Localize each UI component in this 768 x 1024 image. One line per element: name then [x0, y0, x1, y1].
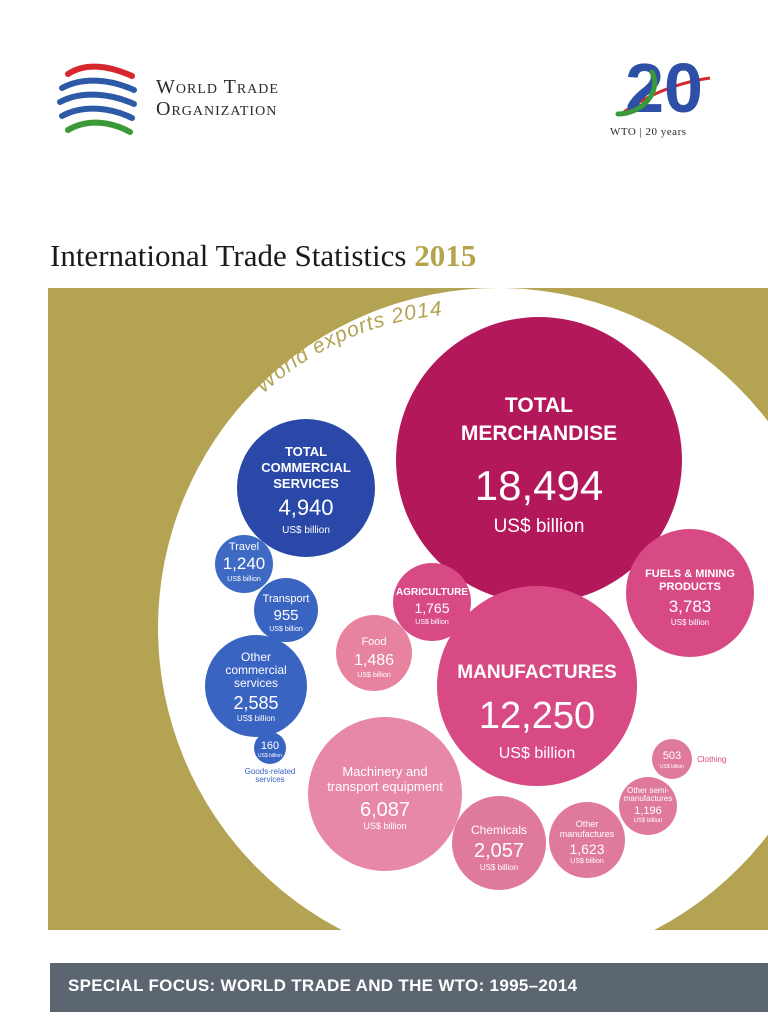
- special-focus-banner: SPECIAL FOCUS: WORLD TRADE AND THE WTO: …: [50, 963, 768, 1012]
- bubble-value: 3,783: [669, 597, 712, 616]
- title-year: 2015: [414, 238, 477, 273]
- bubble-value: 503: [663, 750, 681, 762]
- bubble-value: 12,250: [479, 695, 595, 737]
- bubble-unit: US$ billion: [634, 818, 663, 824]
- bubble-unit: US$ billion: [660, 764, 684, 770]
- bubble-title: Food: [361, 636, 386, 648]
- bubble-unit: US$ billion: [258, 753, 282, 759]
- bubble-title: AGRICULTURE: [396, 587, 468, 598]
- bubble-other-manufactures: Other manufactures 1,623 US$ billion: [549, 802, 625, 878]
- bubble-value: 18,494: [475, 462, 603, 509]
- bubble-unit: US$ billion: [269, 626, 303, 633]
- bubble-title: TOTAL: [285, 444, 327, 459]
- bubble-caption: Clothing: [697, 755, 726, 764]
- bubble-value: 4,940: [278, 495, 333, 520]
- bubble-title: Machinery and: [342, 764, 427, 779]
- bubble-title: Transport: [263, 593, 310, 605]
- bubble-unit: US$ billion: [357, 672, 391, 679]
- bubble-total-merchandise: TOTAL MERCHANDISE 18,494 US$ billion: [396, 317, 682, 603]
- special-focus-text: SPECIAL FOCUS: WORLD TRADE AND THE WTO: …: [68, 976, 578, 995]
- bubble-infographic: World exports 2014 TOTAL MERCHANDISE 18,…: [158, 288, 768, 930]
- bubble-title: Other: [241, 650, 271, 664]
- bubble-unit: US$ billion: [282, 525, 330, 536]
- bubble-agriculture: AGRICULTURE 1,765 US$ billion: [393, 563, 471, 641]
- wto-logo-icon: [57, 63, 137, 135]
- bubble-title: MERCHANDISE: [461, 422, 617, 445]
- bubble-other-commercial-services: Other commercial services 2,585 US$ bill…: [205, 635, 307, 737]
- org-name-line2: Organization: [156, 98, 278, 120]
- bubble-total-commercial-services: TOTAL COMMERCIAL SERVICES 4,940 US$ bill…: [237, 419, 375, 557]
- bubble-value: 1,486: [354, 652, 394, 669]
- org-name-line1: World Trade: [156, 76, 279, 98]
- bubble-title: Other semi-: [627, 786, 669, 795]
- bubble-food: Food 1,486 US$ billion: [336, 615, 412, 691]
- bubble-unit: US$ billion: [415, 619, 449, 626]
- infographic-panel: World exports 2014 TOTAL MERCHANDISE 18,…: [48, 288, 768, 930]
- bubble-fuels-mining-products: FUELS & MINING PRODUCTS 3,783 US$ billio…: [626, 529, 754, 657]
- bubble-goods-related-services: 160 US$ billion Goods-related services: [245, 732, 296, 784]
- bubble-value: 1,765: [414, 600, 449, 616]
- organization-name: World Trade Organization: [156, 76, 279, 120]
- title-main: International Trade Statistics: [50, 238, 407, 273]
- bubble-unit: US$ billion: [237, 714, 275, 723]
- bubble-unit: US$ billion: [363, 821, 406, 831]
- bubble-value: 2,057: [474, 840, 524, 862]
- bubble-clothing: 503 US$ billion Clothing: [652, 739, 726, 779]
- bubble-unit: US$ billion: [671, 618, 709, 627]
- bubble-title: manufactures: [624, 794, 672, 803]
- bubble-title: Chemicals: [471, 823, 527, 837]
- bubble-title: SERVICES: [273, 476, 339, 491]
- bubble-chemicals: Chemicals 2,057 US$ billion: [452, 796, 546, 890]
- bubble-title: Other: [576, 819, 599, 829]
- anniversary-logo-icon: 20: [615, 52, 711, 122]
- bubble-value: 1,196: [634, 805, 662, 817]
- bubble-value: 1,240: [223, 554, 266, 573]
- bubble-value: 1,623: [569, 841, 604, 857]
- bubble-travel: Travel 1,240 US$ billion: [215, 535, 273, 593]
- bubble-unit: US$ billion: [570, 858, 604, 865]
- bubble-value: 160: [261, 740, 279, 752]
- bubble-title: manufactures: [560, 829, 615, 839]
- bubble-title: COMMERCIAL: [261, 460, 351, 475]
- bubble-unit: US$ billion: [499, 745, 575, 762]
- bubble-title: transport equipment: [327, 779, 443, 794]
- bubble-value: 6,087: [360, 799, 410, 821]
- bubble-caption: services: [255, 775, 284, 784]
- bubble-unit: US$ billion: [494, 516, 585, 537]
- anniversary-caption: WTO | 20 years: [610, 126, 687, 138]
- bubble-unit: US$ billion: [227, 576, 261, 583]
- bubble-machinery-transport-equipment: Machinery and transport equipment 6,087 …: [308, 717, 462, 871]
- bubble-title: Travel: [229, 541, 259, 553]
- bubble-other-semi-manufactures: Other semi- manufactures 1,196 US$ billi…: [619, 777, 677, 835]
- bubble-value: 2,585: [233, 693, 278, 713]
- bubble-title: PRODUCTS: [659, 581, 721, 593]
- bubble-title: commercial: [225, 663, 286, 677]
- bubble-title: MANUFACTURES: [457, 662, 616, 683]
- bubble-title: TOTAL: [505, 394, 573, 417]
- page-title: International Trade Statistics 2015: [50, 238, 476, 274]
- bubble-title: FUELS & MINING: [645, 568, 735, 580]
- bubble-title: services: [234, 676, 278, 690]
- bubble-transport: Transport 955 US$ billion: [254, 578, 318, 642]
- bubble-manufactures: MANUFACTURES 12,250 US$ billion: [437, 586, 637, 786]
- bubble-caption: Goods-related: [245, 767, 296, 776]
- bubble-unit: US$ billion: [480, 863, 518, 872]
- bubble-value: 955: [273, 607, 298, 624]
